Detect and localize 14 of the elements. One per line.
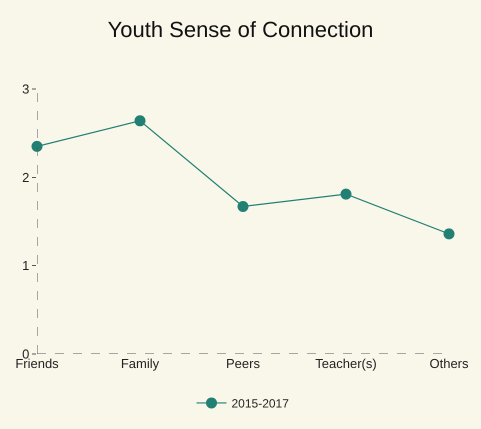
chart-title: Youth Sense of Connection	[108, 16, 374, 42]
point	[340, 188, 352, 200]
point	[32, 140, 42, 152]
point	[238, 200, 248, 212]
y-tick-label: 2	[22, 170, 30, 185]
x-tick-label: Others	[429, 356, 470, 371]
x-tick-label: Family	[120, 356, 160, 371]
legend-label: 2015-2017	[232, 396, 290, 411]
x-tick-label: Teacher(s)	[315, 356, 377, 371]
y-tick-label: 3	[22, 82, 30, 97]
point	[134, 115, 146, 126]
point	[444, 228, 454, 240]
x-tick-label: Peers	[226, 356, 260, 371]
y-tick-label: 1	[22, 258, 30, 274]
